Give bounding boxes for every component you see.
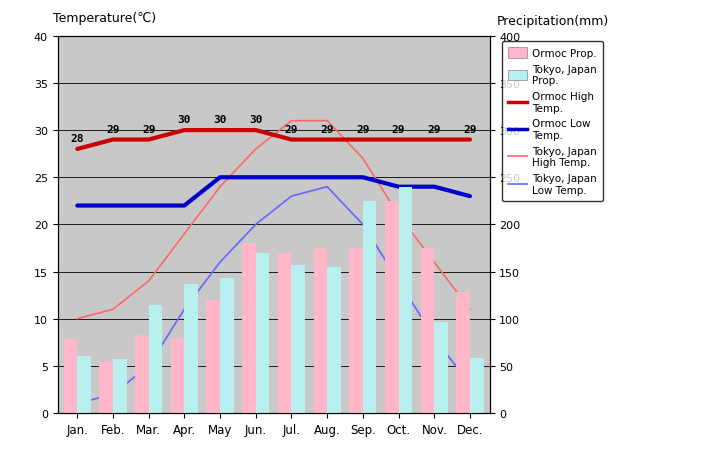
- Text: 30: 30: [178, 115, 191, 125]
- Bar: [420, 248, 434, 413]
- Bar: [470, 358, 484, 413]
- Bar: [385, 202, 399, 413]
- Bar: [148, 305, 162, 413]
- Bar: [292, 265, 305, 413]
- Bar: [99, 361, 113, 413]
- Bar: [256, 253, 269, 413]
- Text: 29: 29: [142, 124, 156, 134]
- Bar: [171, 338, 184, 413]
- Text: 29: 29: [106, 124, 120, 134]
- Text: 30: 30: [249, 115, 263, 125]
- Bar: [207, 300, 220, 413]
- Bar: [77, 357, 91, 413]
- Bar: [314, 248, 327, 413]
- Text: 30: 30: [213, 115, 227, 125]
- Legend: Ormoc Prop., Tokyo, Japan
Prop., Ormoc High
Temp., Ormoc Low
Temp., Tokyo, Japan: Ormoc Prop., Tokyo, Japan Prop., Ormoc H…: [502, 42, 603, 202]
- Text: Precipitation(mm): Precipitation(mm): [497, 15, 609, 28]
- Text: 29: 29: [392, 124, 405, 134]
- Text: 29: 29: [356, 124, 369, 134]
- Bar: [399, 187, 412, 413]
- Bar: [184, 284, 198, 413]
- Bar: [456, 293, 470, 413]
- Text: 29: 29: [284, 124, 298, 134]
- Text: Temperature(℃): Temperature(℃): [53, 12, 156, 25]
- Bar: [434, 322, 448, 413]
- Bar: [349, 248, 363, 413]
- Bar: [113, 359, 127, 413]
- Bar: [363, 202, 377, 413]
- Text: 29: 29: [463, 124, 477, 134]
- Text: 29: 29: [428, 124, 441, 134]
- Bar: [135, 335, 148, 413]
- Bar: [242, 244, 256, 413]
- Text: 29: 29: [320, 124, 334, 134]
- Bar: [327, 267, 341, 413]
- Bar: [278, 253, 292, 413]
- Bar: [63, 340, 77, 413]
- Text: 28: 28: [71, 134, 84, 144]
- Bar: [220, 279, 233, 413]
